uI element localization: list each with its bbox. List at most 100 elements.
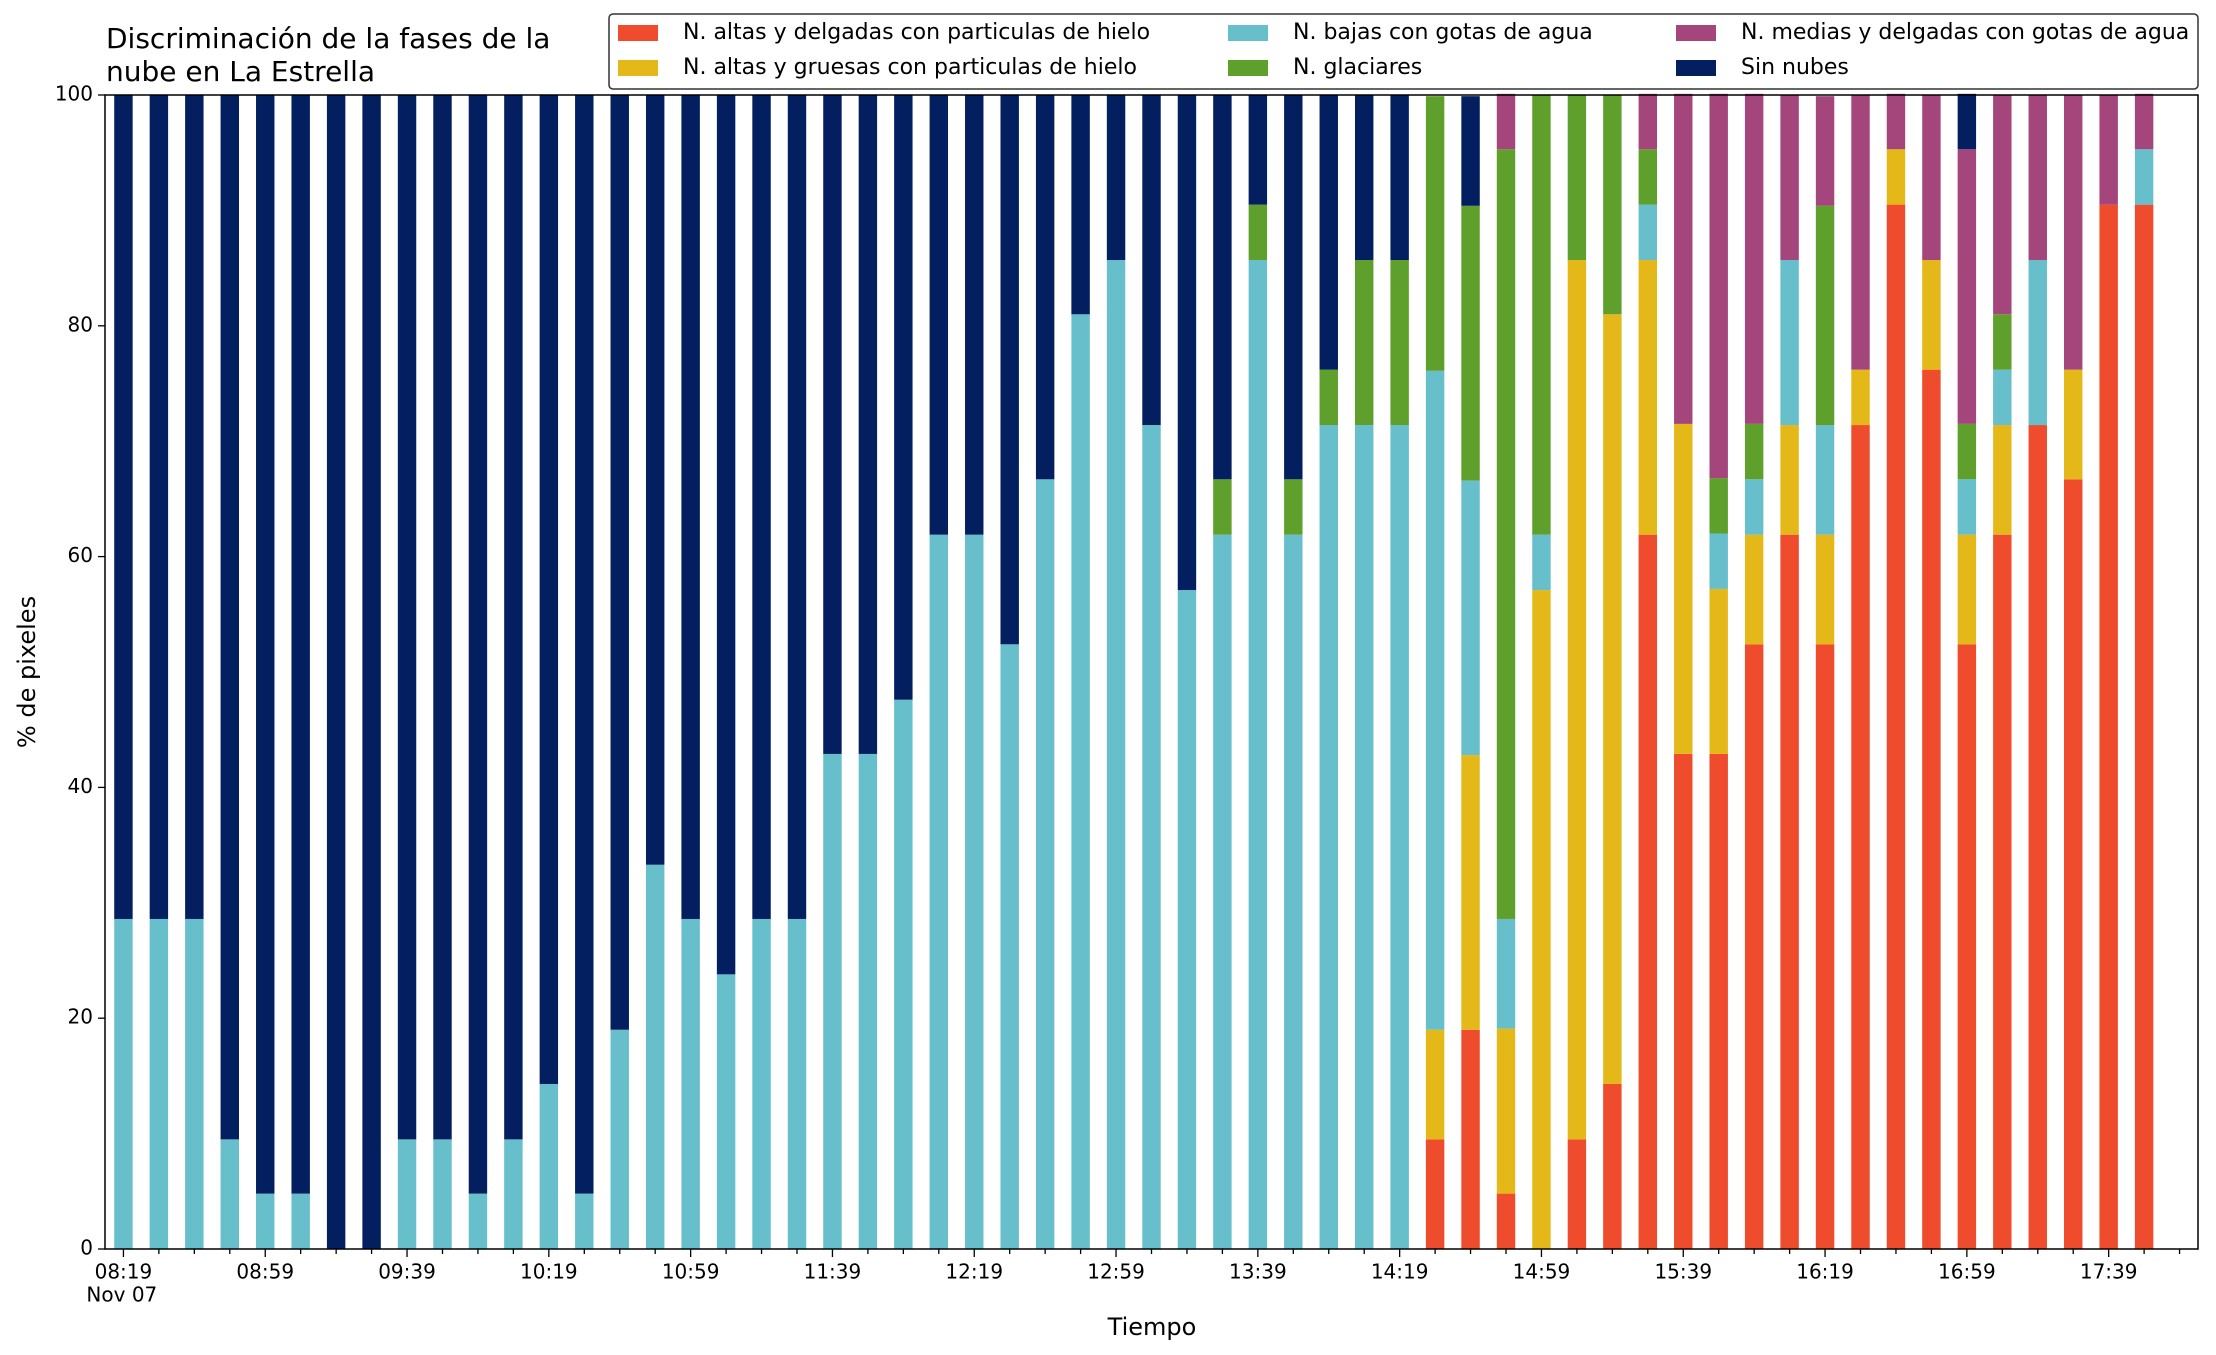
bar-segment [1851,425,1870,1249]
bar-segment [2063,479,2083,1250]
bar-segment [1461,205,1480,481]
x-tick-label: 15:39 [1654,1260,1712,1284]
bar-segment [1922,95,1941,261]
bar-segment [220,95,240,1140]
bar-segment [185,95,204,919]
bar-segment [1744,93,1764,424]
bar-segment [1674,753,1693,1249]
bar-segment [1461,480,1480,756]
bar-segment [1815,96,1835,206]
bar-segment [1567,1139,1587,1249]
x-tick-label: 13:39 [1229,1260,1287,1284]
bar-segment [1177,95,1197,591]
bar-segment [1319,95,1338,370]
bar-segment [220,1139,240,1249]
bar-segment [1106,95,1126,261]
chart-title: Discriminación de la fases de la [106,22,550,55]
legend-label: N. bajas con gotas de agua [1293,20,1593,45]
bar-segment [610,1029,629,1249]
bar-segment [1744,479,1764,535]
bar-segment [1284,95,1303,480]
bar-segment [2028,95,2047,261]
bar-segment [752,918,771,1249]
bar-segment [1780,95,1799,261]
bar-segment [610,95,629,1030]
x-tick-label: 14:59 [1513,1260,1571,1284]
bar-segment [1638,93,1658,150]
bar-segment [1461,96,1480,206]
bar-segment [1709,93,1728,479]
bar-segment [752,95,771,919]
bar-segment [1815,205,1835,426]
bar-segment [1603,1083,1622,1249]
x-tick-label: 08:19 [95,1260,153,1284]
bar-segment [149,918,169,1249]
bar-segment [965,534,984,1249]
bar-segment [1922,369,1941,1250]
bar-segment [894,699,913,1249]
bar-segment [965,95,984,535]
bar-segment [2063,369,2083,480]
bar-segment [468,95,488,1194]
bar-segment [1638,204,1658,261]
x-tick-label: 17:39 [2080,1260,2138,1284]
bar-segment [1390,260,1409,426]
bar-segment [539,1083,559,1249]
bar-segment [1000,644,1019,1249]
bar-segment [929,95,949,535]
bar-segment [1780,534,1799,1249]
bar-segment [894,95,913,700]
bar-segment [1993,95,2012,315]
bar-segment [1709,478,1728,534]
x-tick-label: 16:59 [1938,1260,1996,1284]
bar-segment [1851,95,1870,370]
bar-segment [1993,534,2012,1249]
bar-segment [1886,93,1906,150]
bar-segment [1035,479,1055,1250]
y-axis-label: % de pixeles [13,596,41,748]
bar-segment [362,95,381,1249]
bar-segment [1425,96,1445,371]
bar-segment [1496,149,1516,919]
bar-segment [256,1193,275,1249]
bar-segment [1886,204,1906,1249]
bar-segment [2134,149,2154,205]
y-tick-label: 40 [68,774,93,798]
bar-segment [1532,95,1551,535]
bar-segment [1957,149,1977,424]
bar-segment [1496,93,1516,150]
bar-segment [645,95,665,865]
bar-segment [1496,1193,1516,1249]
bar-segment [1284,479,1303,535]
bar-segment [645,864,665,1249]
y-tick-label: 100 [55,82,93,106]
bar-segment [1815,425,1835,535]
bar-segment [2028,425,2047,1249]
x-tick-label: 11:39 [804,1260,862,1284]
bar-segment [1390,425,1409,1249]
bar-segment [1603,314,1622,1084]
plot-frame [104,94,2199,1250]
bar-segment [2028,260,2047,426]
x-date-label: Nov 07 [86,1283,157,1307]
bar-segment [1213,95,1232,480]
bar-segment [1993,314,2012,370]
bar-segment [433,95,452,1140]
bar-segment [185,918,204,1249]
bar-segment [1461,1029,1480,1249]
legend-box [608,13,2199,90]
bar-segment [256,95,275,1194]
bar-segment [149,95,169,919]
x-tick-label: 14:19 [1371,1260,1429,1284]
bar-segment [326,95,346,1249]
bar-segment [1319,369,1338,426]
bar-segment [858,753,878,1249]
x-tick-label: 09:39 [378,1260,436,1284]
bar-segment [1744,644,1764,1249]
x-tick-label: 10:19 [520,1260,578,1284]
bar-segment [1532,534,1551,591]
bar-segment [1354,260,1374,426]
legend-swatch [1676,25,1716,41]
